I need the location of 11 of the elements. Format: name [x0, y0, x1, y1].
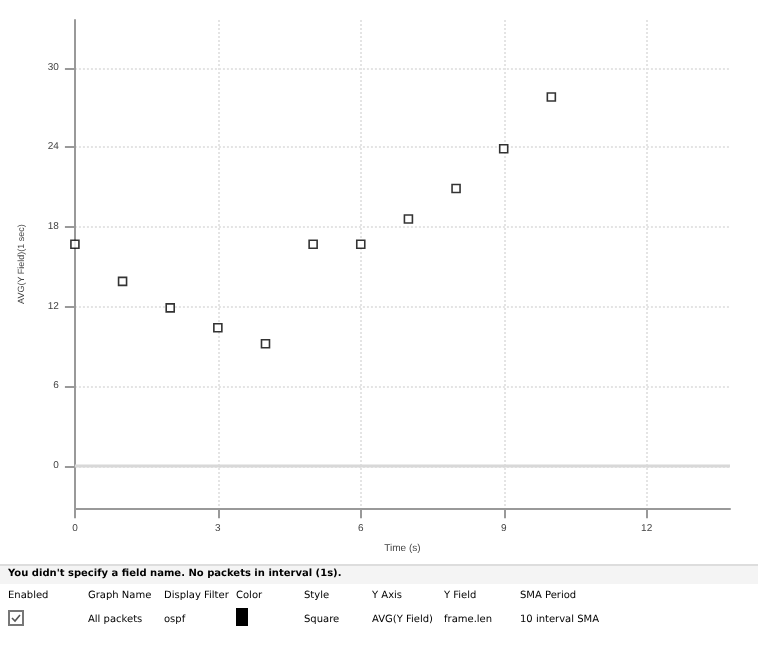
point: [546, 92, 557, 102]
point: [498, 143, 509, 154]
point: [308, 239, 318, 249]
point: [70, 239, 80, 249]
point: [403, 214, 414, 224]
point: [213, 322, 223, 333]
point: [355, 239, 366, 249]
point: [165, 303, 176, 313]
point: [117, 276, 128, 287]
point: [260, 338, 271, 349]
point: [451, 183, 461, 194]
